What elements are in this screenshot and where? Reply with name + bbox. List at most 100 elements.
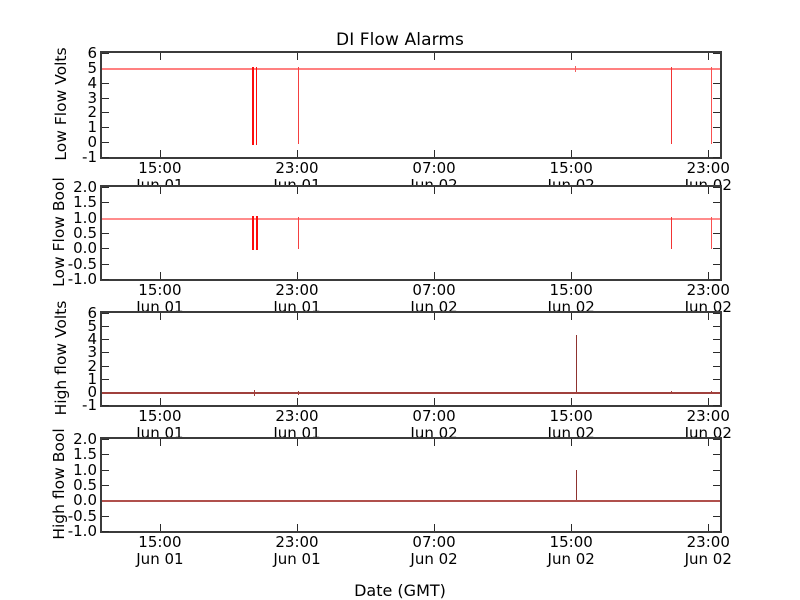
x-tick-time: 15:00 bbox=[549, 533, 593, 551]
y-tick-right bbox=[713, 97, 720, 99]
x-tick-bottom bbox=[708, 524, 710, 531]
y-tick-label: 1 bbox=[87, 118, 97, 137]
y-tick-label: -1.0 bbox=[67, 270, 97, 288]
y-tick-label: 2 bbox=[87, 103, 97, 122]
y-tick-label: 3 bbox=[87, 88, 97, 107]
y-tick bbox=[102, 53, 109, 54]
x-tick-time: 07:00 bbox=[412, 407, 456, 425]
subplot-4: -1.0 -0.5 0.0 0.5 1.0 1.5 2.0 15:00 Jun 01 23:00 J… bbox=[68, 430, 732, 567]
y-tick bbox=[102, 97, 109, 99]
y-tick bbox=[102, 142, 109, 144]
y-tick-label: -0.5 bbox=[67, 506, 97, 525]
x-tick-time: 15:00 bbox=[549, 281, 593, 299]
x-tick-top bbox=[159, 313, 161, 320]
x-tick-top bbox=[296, 53, 298, 60]
y-tick-label: 0 bbox=[87, 133, 97, 152]
x-tick-time: 23:00 bbox=[275, 281, 319, 299]
x-tick-bottom bbox=[571, 272, 573, 279]
x-tick-time: 15:00 bbox=[138, 159, 182, 177]
y-tick bbox=[102, 202, 109, 204]
y-tick-label: 5 bbox=[87, 58, 97, 77]
x-tick-bottom bbox=[708, 272, 710, 279]
y-tick bbox=[102, 531, 109, 532]
event-spike bbox=[574, 66, 576, 72]
plot-area-1 bbox=[102, 53, 720, 157]
x-tick-date: Jun 01 bbox=[273, 423, 321, 442]
y-tick-label: -1 bbox=[82, 396, 97, 414]
y-tick-label: -1 bbox=[82, 148, 97, 166]
y-tick-label: 6 bbox=[87, 44, 97, 62]
y-tick-label: 2.0 bbox=[73, 178, 97, 196]
y-tick bbox=[102, 187, 109, 188]
x-tick-top bbox=[159, 53, 161, 60]
y-tick bbox=[102, 248, 109, 250]
x-axis-label: Date (GMT) bbox=[354, 581, 446, 600]
y-tick bbox=[102, 233, 109, 234]
y-tick-right bbox=[713, 515, 720, 517]
x-tick-time: 23:00 bbox=[686, 533, 730, 551]
y-tick-label: 1.0 bbox=[73, 208, 97, 227]
x-tick-top bbox=[708, 313, 710, 320]
y-tick-label: 0.5 bbox=[73, 476, 97, 494]
y-tick bbox=[102, 326, 109, 328]
plot-area-4 bbox=[102, 439, 720, 531]
x-tick-time: 15:00 bbox=[138, 533, 182, 551]
x-tick-top bbox=[571, 439, 573, 446]
y-tick bbox=[102, 127, 109, 129]
event-spike bbox=[298, 390, 300, 395]
y-tick-right bbox=[713, 248, 720, 250]
x-tick-date: Jun 01 bbox=[273, 549, 321, 568]
x-tick-top bbox=[708, 439, 710, 446]
x-tick-bottom bbox=[708, 150, 710, 157]
x-tick-date: Jun 02 bbox=[547, 423, 595, 442]
y-tick bbox=[102, 339, 109, 341]
y-tick bbox=[102, 263, 109, 265]
y-tick-right bbox=[713, 365, 720, 367]
x-tick-top bbox=[434, 313, 436, 320]
y-tick bbox=[102, 485, 109, 486]
x-tick-bottom bbox=[296, 150, 298, 157]
x-tick-top bbox=[434, 439, 436, 446]
y-tick-label: 3 bbox=[87, 343, 97, 362]
x-tick-time: 23:00 bbox=[275, 533, 319, 551]
y-tick-label: 6 bbox=[87, 304, 97, 322]
x-tick-bottom bbox=[296, 272, 298, 279]
x-tick-bottom bbox=[296, 524, 298, 531]
x-tick-time: 15:00 bbox=[549, 407, 593, 425]
y-tick-label: 4 bbox=[87, 330, 97, 349]
event-spike bbox=[251, 216, 254, 250]
y-tick-right bbox=[713, 279, 720, 280]
event-spike bbox=[256, 67, 257, 146]
y-tick bbox=[102, 439, 109, 440]
y-tick bbox=[102, 515, 109, 517]
y-tick-label: 0.5 bbox=[73, 224, 97, 242]
event-spike bbox=[711, 216, 713, 249]
x-tick-top bbox=[159, 439, 161, 446]
y-tick-label: 0.0 bbox=[73, 491, 97, 510]
x-tick-top bbox=[434, 187, 436, 194]
x-tick-date: Jun 02 bbox=[410, 549, 458, 568]
y-tick-label: 2.0 bbox=[73, 430, 97, 448]
y-tick-right bbox=[713, 53, 720, 54]
y-tick-right bbox=[713, 233, 720, 234]
event-spike bbox=[251, 67, 254, 146]
x-tick-time: 07:00 bbox=[412, 533, 456, 551]
y-tick bbox=[102, 157, 109, 158]
y-axis-label: High flow Bool bbox=[50, 428, 68, 540]
y-tick-label: 5 bbox=[87, 317, 97, 336]
x-tick-date: Jun 01 bbox=[136, 549, 184, 568]
y-tick bbox=[102, 112, 109, 114]
event-spike bbox=[298, 216, 300, 249]
x-tick-bottom bbox=[434, 524, 436, 531]
